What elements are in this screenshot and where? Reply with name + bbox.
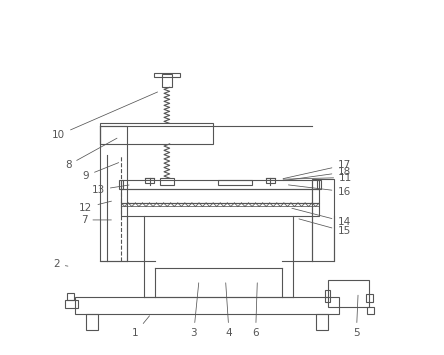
Text: 10: 10: [52, 92, 158, 140]
Text: 14: 14: [292, 208, 351, 227]
Bar: [65, 300, 78, 308]
Text: 9: 9: [83, 163, 119, 181]
Text: 6: 6: [252, 283, 259, 338]
Bar: [154, 73, 179, 77]
Text: 15: 15: [299, 219, 351, 236]
Bar: [160, 178, 174, 185]
Bar: [121, 189, 319, 203]
Bar: [145, 178, 154, 183]
Text: 16: 16: [289, 185, 351, 197]
Bar: [162, 74, 172, 87]
Text: 2: 2: [53, 259, 68, 269]
Text: 18: 18: [283, 167, 351, 181]
Bar: [316, 313, 328, 330]
Text: 12: 12: [79, 201, 111, 213]
Text: 3: 3: [190, 283, 199, 338]
Bar: [328, 280, 369, 307]
Text: 13: 13: [91, 185, 129, 195]
Bar: [86, 313, 98, 330]
Bar: [312, 179, 334, 261]
Text: 8: 8: [65, 138, 117, 170]
Bar: [121, 180, 319, 189]
Text: 1: 1: [132, 316, 150, 338]
Bar: [121, 203, 319, 217]
Bar: [218, 180, 252, 185]
Bar: [365, 294, 373, 302]
Bar: [100, 126, 127, 261]
Bar: [119, 180, 123, 189]
Bar: [67, 294, 74, 300]
Text: 11: 11: [283, 173, 353, 182]
Bar: [325, 290, 330, 302]
Bar: [75, 297, 339, 313]
Bar: [367, 307, 374, 313]
Text: 4: 4: [226, 283, 232, 338]
Bar: [317, 180, 321, 189]
Text: 17: 17: [283, 160, 351, 179]
Text: 7: 7: [81, 215, 111, 225]
Bar: [266, 178, 275, 183]
Bar: [100, 124, 213, 144]
Text: 5: 5: [353, 295, 360, 338]
